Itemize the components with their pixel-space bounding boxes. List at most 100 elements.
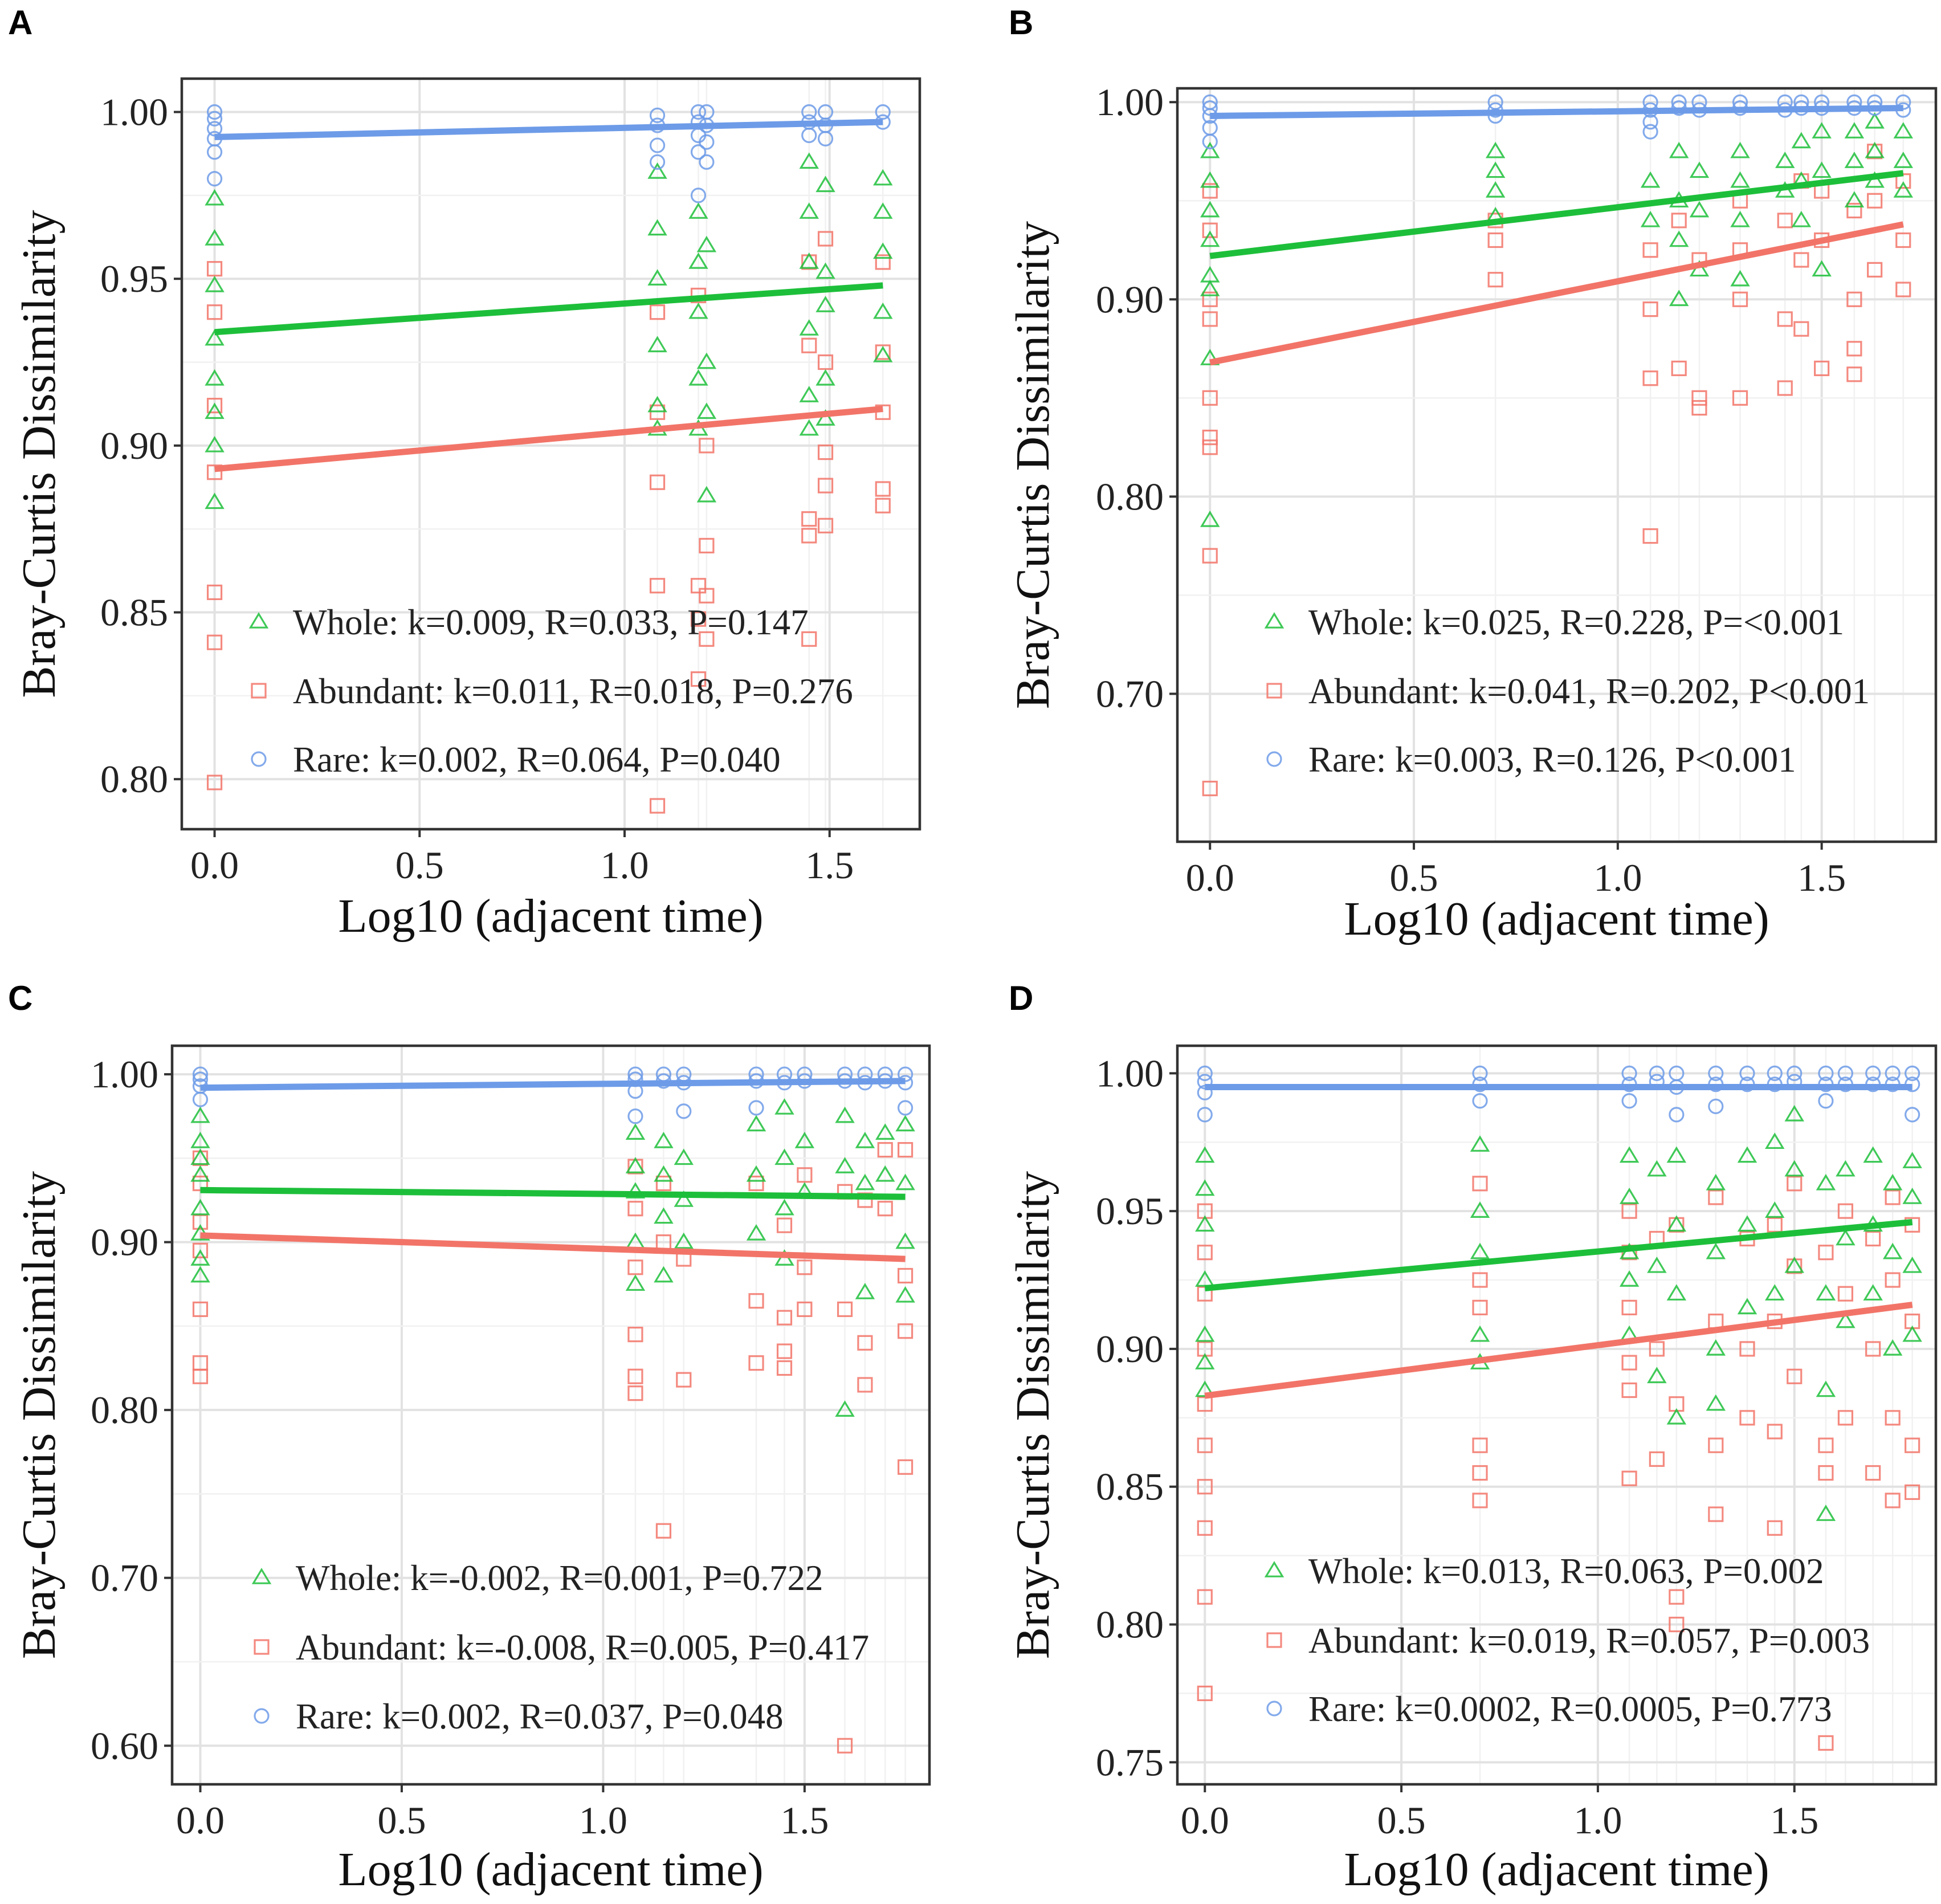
data-point-whole bbox=[1737, 1298, 1757, 1315]
legend-label-rare: Rare: k=0.002, R=0.037, P=0.048 bbox=[296, 1697, 784, 1736]
data-point-whole bbox=[1200, 510, 1220, 527]
data-point-rare bbox=[1487, 108, 1503, 124]
data-point-whole bbox=[1902, 1152, 1922, 1168]
y-axis-title: Bray-Curtis Dissimilarity bbox=[13, 1171, 66, 1659]
data-point-abundant bbox=[206, 261, 223, 277]
data-point-abundant bbox=[1621, 1203, 1637, 1219]
y-tick-label: 0.80 bbox=[91, 1388, 158, 1432]
data-point-whole bbox=[654, 1207, 674, 1224]
data-point-abundant bbox=[1649, 1341, 1665, 1357]
data-point-whole bbox=[1882, 1242, 1903, 1259]
x-axis-title: Log10 (adjacent time) bbox=[1344, 1843, 1769, 1896]
data-point-rare bbox=[699, 134, 715, 150]
data-point-abundant bbox=[655, 1175, 672, 1192]
data-point-rare bbox=[1472, 1065, 1488, 1081]
data-point-abundant bbox=[1865, 1341, 1881, 1357]
panel-d: D 0.75 0.80 0.85 0.90 0.95 1.00 0.0 0.5 1.0 1.5Log… bbox=[1006, 979, 1938, 1896]
data-point-abundant bbox=[817, 478, 834, 494]
data-point-whole bbox=[696, 402, 717, 419]
data-point-abundant bbox=[877, 1142, 893, 1158]
data-point-abundant bbox=[875, 481, 891, 497]
data-point-whole bbox=[1619, 1188, 1640, 1204]
legend-marker-rare bbox=[1266, 1701, 1282, 1717]
y-tick-label: 0.80 bbox=[1096, 1603, 1164, 1646]
data-point-abundant bbox=[817, 444, 834, 460]
data-point-rare bbox=[1642, 124, 1658, 140]
data-point-whole bbox=[1666, 1146, 1687, 1163]
data-point-abundant bbox=[649, 474, 666, 490]
y-axis-title: Bray-Curtis Dissimilarity bbox=[1006, 1171, 1059, 1659]
data-point-rare bbox=[676, 1103, 692, 1119]
data-point-whole bbox=[1893, 152, 1913, 168]
data-point-abundant bbox=[857, 1335, 873, 1351]
panel-letter: D bbox=[1009, 979, 1033, 1017]
data-point-abundant bbox=[877, 1201, 893, 1217]
data-point-whole bbox=[1470, 1242, 1490, 1259]
data-point-abundant bbox=[875, 498, 891, 513]
legend-label-whole: Whole: k=0.013, R=0.063, P=0.002 bbox=[1308, 1551, 1824, 1591]
data-point-whole bbox=[205, 492, 225, 509]
data-point-abundant bbox=[797, 1301, 813, 1318]
x-tick-label: 1.5 bbox=[1770, 1799, 1818, 1842]
data-point-rare bbox=[748, 1100, 764, 1116]
data-point-whole bbox=[1737, 1215, 1757, 1232]
data-point-abundant bbox=[776, 1310, 793, 1326]
data-point-rare bbox=[801, 127, 817, 144]
data-point-whole bbox=[688, 252, 708, 269]
data-point-abundant bbox=[206, 774, 223, 790]
y-tick-label: 1.00 bbox=[91, 1053, 158, 1096]
data-point-abundant bbox=[1777, 213, 1793, 229]
data-point-whole bbox=[1737, 1146, 1757, 1163]
data-point-abundant bbox=[206, 464, 223, 480]
data-point-abundant bbox=[192, 1242, 209, 1258]
data-point-abundant bbox=[1708, 1506, 1724, 1522]
series-rare bbox=[1197, 1065, 1920, 1123]
data-point-whole bbox=[1689, 201, 1710, 218]
data-point-whole bbox=[1836, 1229, 1856, 1246]
data-point-rare bbox=[206, 144, 223, 160]
legend: Whole: k=0.009, R=0.033, P=0.147 Abundant… bbox=[248, 602, 853, 780]
data-point-whole bbox=[205, 435, 225, 452]
data-point-abundant bbox=[1818, 1465, 1834, 1481]
legend-label-whole: Whole: k=0.025, R=0.228, P=<0.001 bbox=[1308, 602, 1844, 642]
data-point-abundant bbox=[1202, 291, 1218, 307]
data-point-whole bbox=[1485, 141, 1506, 158]
data-point-abundant bbox=[1197, 1396, 1213, 1412]
data-point-abundant bbox=[897, 1459, 914, 1475]
data-point-whole bbox=[1765, 1201, 1785, 1218]
plot-grid bbox=[1177, 88, 1936, 842]
data-point-abundant bbox=[1814, 360, 1830, 377]
data-point-abundant bbox=[627, 1385, 643, 1401]
data-point-abundant bbox=[676, 1372, 692, 1388]
panel-c: C 0.60 0.70 0.80 0.90 1.00 0.0 0.5 1.0 1.5 Log10 (… bbox=[8, 979, 931, 1896]
data-point-whole bbox=[1200, 349, 1220, 365]
data-point-whole bbox=[190, 1106, 210, 1123]
data-point-abundant bbox=[1472, 1437, 1488, 1453]
data-point-abundant bbox=[897, 1267, 914, 1284]
data-point-abundant bbox=[690, 671, 707, 687]
data-point-abundant bbox=[1197, 1479, 1213, 1495]
data-point-whole bbox=[1865, 141, 1885, 158]
data-point-whole bbox=[1666, 1215, 1687, 1232]
data-point-rare bbox=[1708, 1098, 1724, 1114]
data-point-whole bbox=[875, 1165, 895, 1182]
y-tick-label: 0.80 bbox=[100, 757, 168, 801]
data-point-rare bbox=[1818, 1093, 1834, 1109]
data-point-whole bbox=[688, 369, 708, 386]
data-point-rare bbox=[192, 1066, 209, 1082]
data-point-whole bbox=[895, 1115, 915, 1132]
data-point-whole bbox=[205, 369, 225, 386]
legend: Whole: k=-0.002, R=0.001, P=0.722 Abundan… bbox=[251, 1558, 869, 1736]
data-point-abundant bbox=[897, 1142, 914, 1158]
x-tick-label: 0.0 bbox=[176, 1799, 225, 1842]
data-point-rare bbox=[1708, 1065, 1724, 1081]
data-point-whole bbox=[1647, 1367, 1667, 1384]
data-point-abundant bbox=[801, 511, 817, 527]
data-point-abundant bbox=[1767, 1424, 1783, 1440]
data-point-abundant bbox=[1202, 548, 1218, 564]
data-point-whole bbox=[625, 1157, 646, 1173]
data-point-whole bbox=[625, 1274, 646, 1291]
data-point-abundant bbox=[1621, 1299, 1637, 1316]
data-point-whole bbox=[1902, 1256, 1922, 1273]
data-point-whole bbox=[774, 1148, 794, 1165]
